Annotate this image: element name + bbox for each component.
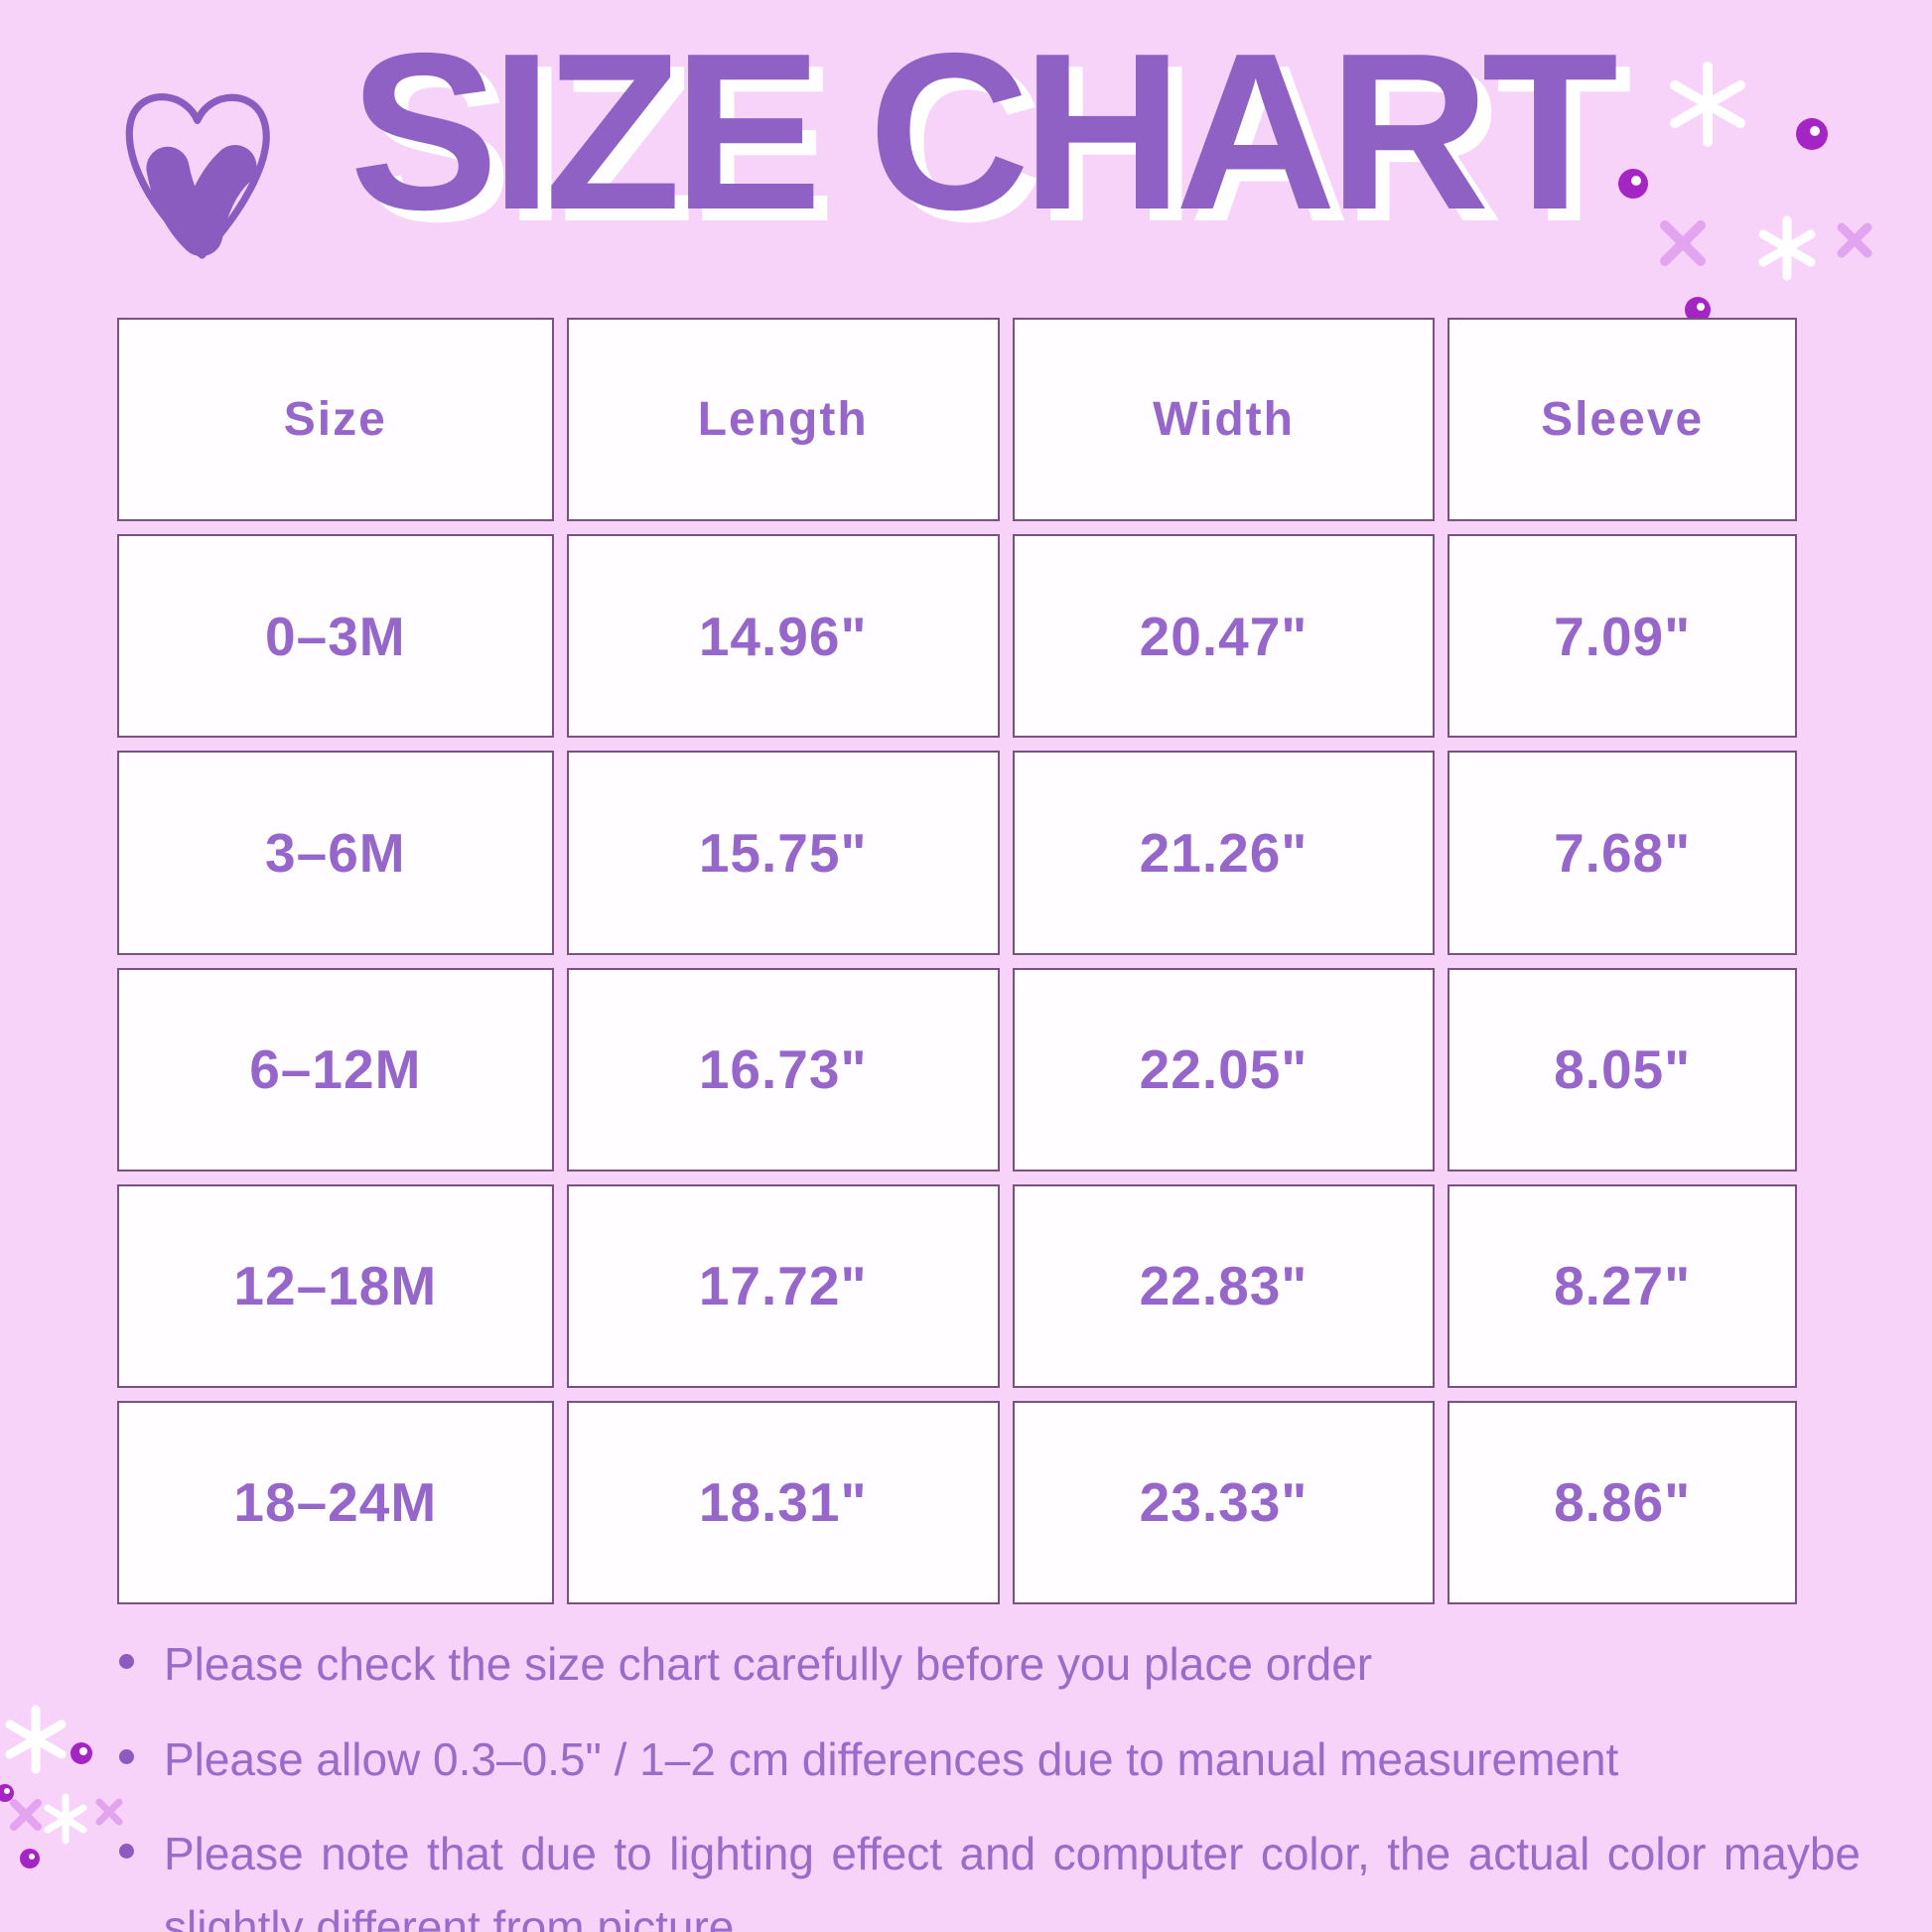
table-cell-sleeve: 8.27" <box>1448 1183 1797 1388</box>
table-cell-sleeve: 7.68" <box>1448 751 1797 955</box>
table-cell-length: 15.75" <box>566 751 1000 955</box>
page-title: SIZE CHART <box>349 6 1618 256</box>
table-cell-width: 22.05" <box>1012 967 1436 1172</box>
list-item: Please allow 0.3–0.5" / 1–2 cm differenc… <box>107 1724 1861 1797</box>
table-cell-width: 21.26" <box>1012 751 1436 955</box>
notes-list: Please check the size chart carefully be… <box>107 1628 1861 1932</box>
table-cell-length: 14.96" <box>566 534 1000 739</box>
size-chart-table: Size Length Width Sleeve 0–3M 14.96" 20.… <box>117 318 1797 1604</box>
sparkle-star-icon <box>5 1705 67 1774</box>
sparkle-dot-icon <box>1685 297 1711 323</box>
sparkle-dot-icon <box>70 1742 92 1764</box>
column-header-width: Width <box>1012 318 1436 522</box>
heart-icon <box>125 93 270 259</box>
sparkle-cross-icon <box>1837 222 1872 258</box>
table-cell-size: 6–12M <box>117 967 554 1172</box>
sparkle-cluster-top-right <box>1618 62 1872 323</box>
list-item: Please check the size chart carefully be… <box>107 1628 1861 1702</box>
sparkle-dot-icon <box>20 1849 40 1868</box>
sparkle-dot-icon <box>1796 118 1828 150</box>
table-cell-width: 22.83" <box>1012 1183 1436 1388</box>
table-cell-length: 16.73" <box>566 967 1000 1172</box>
sparkle-cross-icon <box>95 1798 123 1826</box>
column-header-length: Length <box>566 318 1000 522</box>
note-text: Please allow 0.3–0.5" / 1–2 cm differenc… <box>164 1732 1619 1785</box>
note-text: Please check the size chart carefully be… <box>164 1638 1373 1690</box>
sparkle-cluster-bottom-left <box>0 1705 123 1868</box>
sparkle-dot-icon <box>0 1784 14 1802</box>
sparkle-dot-icon <box>1618 169 1648 199</box>
sparkle-star-icon <box>1758 215 1816 281</box>
table-cell-size: 3–6M <box>117 751 554 955</box>
bullet-dot-icon <box>119 1654 134 1669</box>
table-cell-sleeve: 8.05" <box>1448 967 1797 1172</box>
sparkle-star-icon <box>44 1793 87 1845</box>
bullet-dot-icon <box>119 1844 134 1860</box>
table-cell-width: 20.47" <box>1012 534 1436 739</box>
table-cell-size: 18–24M <box>117 1400 554 1604</box>
table-cell-width: 23.33" <box>1012 1400 1436 1604</box>
column-header-sleeve: Sleeve <box>1448 318 1797 522</box>
table-cell-length: 18.31" <box>566 1400 1000 1604</box>
table-cell-length: 17.72" <box>566 1183 1000 1388</box>
table-cell-size: 0–3M <box>117 534 554 739</box>
list-item: Please note that due to lighting effect … <box>107 1818 1861 1932</box>
sparkle-cross-icon <box>1660 220 1706 266</box>
note-text: Please note that due to lighting effect … <box>164 1828 1861 1932</box>
bullet-dot-icon <box>119 1748 134 1764</box>
table-cell-size: 12–18M <box>117 1183 554 1388</box>
sparkle-star-icon <box>1670 62 1745 147</box>
column-header-size: Size <box>117 318 554 522</box>
table-cell-sleeve: 7.09" <box>1448 534 1797 739</box>
sparkle-cross-icon <box>10 1799 42 1831</box>
table-cell-sleeve: 8.86" <box>1448 1400 1797 1604</box>
